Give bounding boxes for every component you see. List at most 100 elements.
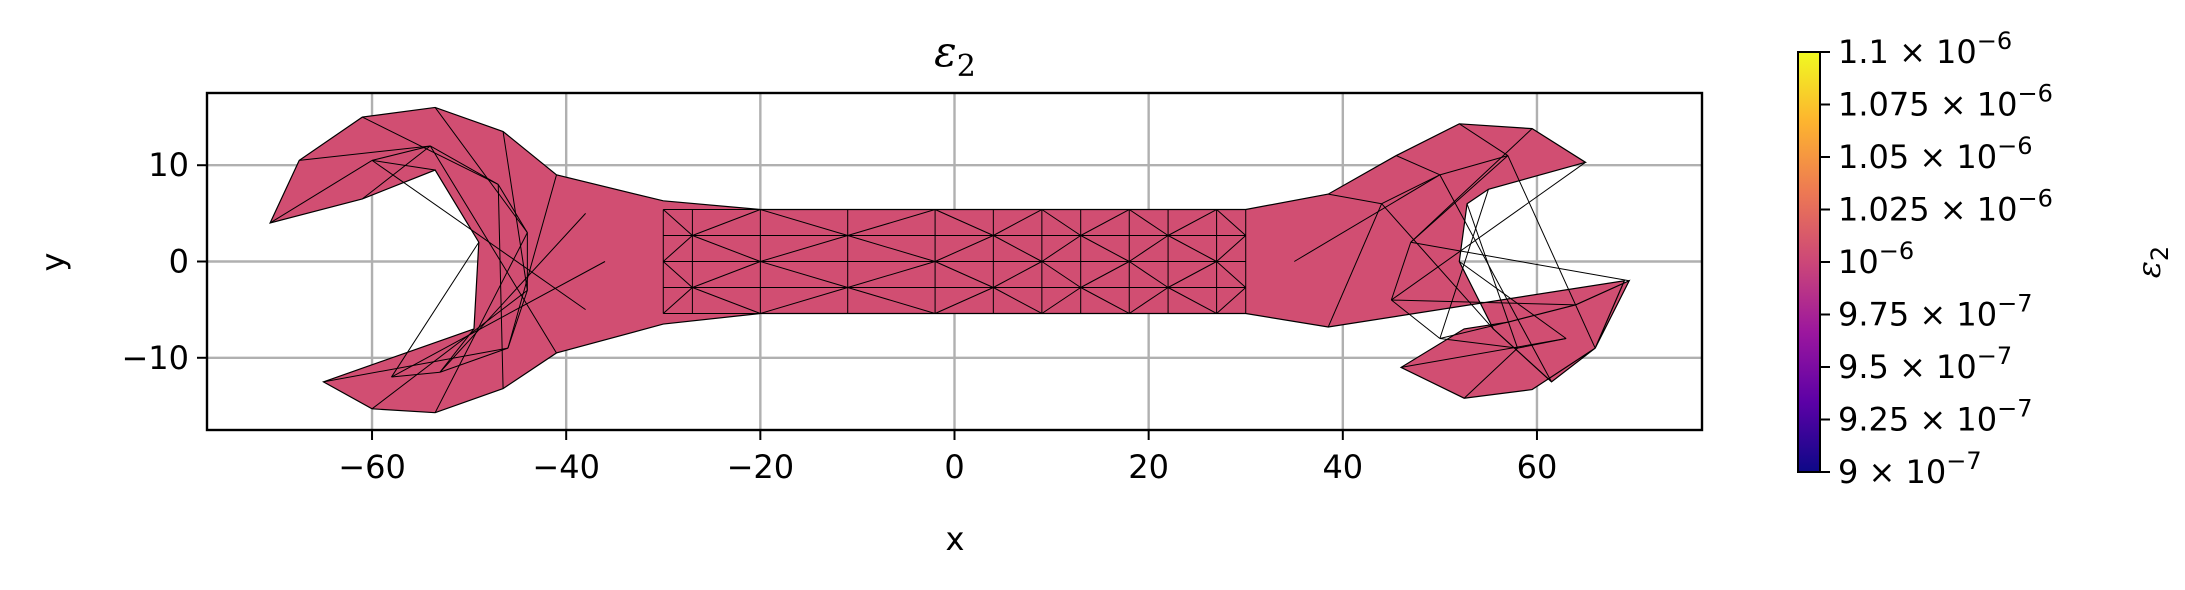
mesh-edge <box>269 159 373 224</box>
colorbar-tick-label: 9.5 × 10−7 <box>1838 342 2012 386</box>
mesh-edge <box>847 261 936 288</box>
mesh-edge <box>1517 338 1567 349</box>
mesh-edge <box>1381 203 1494 330</box>
mesh-edge <box>1167 209 1217 236</box>
mesh-edge <box>502 131 528 291</box>
mesh-edge <box>934 209 994 236</box>
mesh-edge <box>847 209 936 236</box>
mesh-edge <box>1391 299 1576 306</box>
mesh-edge <box>1216 287 1247 314</box>
chart-title-main: ε <box>934 27 957 76</box>
mesh-edge <box>507 174 557 349</box>
mesh-edge <box>323 347 509 383</box>
mesh-edge <box>439 213 586 373</box>
mesh-edge <box>439 347 509 373</box>
mesh-edge <box>1167 235 1217 262</box>
x-tick-label: −20 <box>727 448 795 486</box>
mesh-edge <box>299 145 431 161</box>
mesh-edge <box>1167 287 1217 314</box>
colorbar-bar <box>1797 51 1821 473</box>
colorbar-tick-label: 10−6 <box>1838 237 1914 281</box>
mesh-edge <box>362 116 499 185</box>
chart-title: ε2 <box>934 27 976 84</box>
mesh-edge <box>1216 235 1247 262</box>
mesh-edge <box>371 289 528 410</box>
x-tick-label: 20 <box>1128 448 1169 486</box>
mesh-edge <box>1216 209 1247 236</box>
x-axis-label: x <box>946 520 965 558</box>
mesh-edge <box>497 184 528 233</box>
mesh-edge <box>662 261 693 288</box>
colorbar-label: ε2 <box>2130 246 2174 278</box>
mesh-edge <box>430 145 499 185</box>
mesh-edge <box>993 287 1043 314</box>
colorbar-ticks: 1.1 × 10−6 1.075 × 10−6 1.05 × 10−6 1.025 ×… <box>1820 27 2053 491</box>
mesh-edge <box>1080 287 1130 314</box>
colorbar-tick-label: 9.25 × 10−7 <box>1838 395 2033 439</box>
colorbar-tick-label: 1.025 × 10−6 <box>1838 185 2053 229</box>
mesh-edge <box>934 235 994 262</box>
y-axis-label: y <box>34 253 72 272</box>
mesh-edge <box>1466 203 1519 349</box>
mesh-edge <box>760 209 848 236</box>
mesh-edge <box>391 371 441 378</box>
x-tick-label: 40 <box>1322 448 1363 486</box>
mesh-edge <box>1390 242 1412 301</box>
mesh-edge <box>434 232 528 413</box>
mesh-edge <box>1041 209 1081 236</box>
mesh-edge <box>1080 209 1130 236</box>
mesh-edge <box>1410 128 1533 243</box>
mesh-edge <box>497 184 504 389</box>
mesh-edge <box>391 261 606 378</box>
mesh-edge <box>692 235 761 262</box>
mesh-edge <box>1459 261 1567 339</box>
mesh-edge <box>434 107 528 233</box>
mesh-edge <box>1439 155 1508 176</box>
mesh-edge <box>1041 235 1081 262</box>
mesh-edge <box>362 145 431 200</box>
mesh-edge <box>1080 261 1130 288</box>
colorbar-tick-label: 9 × 10−7 <box>1838 447 1982 491</box>
mesh-edge <box>662 209 693 236</box>
x-tick-label: 0 <box>944 448 964 486</box>
mesh-edges <box>269 107 1630 413</box>
mesh-edge <box>1463 347 1518 399</box>
mesh-edge <box>1128 209 1169 236</box>
colorbar-tick-label: 9.75 × 10−7 <box>1838 290 2033 334</box>
mesh-edge <box>760 287 848 314</box>
mesh-edge <box>1328 193 1382 205</box>
mesh-edge <box>760 261 848 288</box>
mesh-edge <box>760 235 848 262</box>
mesh-edge <box>662 287 693 314</box>
mesh-edge <box>1080 235 1130 262</box>
mesh-region <box>269 106 1631 414</box>
mesh-edge <box>692 287 761 314</box>
mesh-edge <box>993 209 1043 236</box>
mesh-edge <box>993 261 1043 288</box>
plot-area: −60 −40 −20 0 20 40 60 10 0 −10 <box>121 91 1704 486</box>
colorbar-label-main: ε <box>2130 261 2168 278</box>
mesh-edge <box>1041 261 1081 288</box>
mesh-layer <box>269 106 1631 414</box>
mesh-edge <box>847 235 936 262</box>
mesh-edge <box>371 145 431 161</box>
mesh-edge <box>1439 189 1489 339</box>
mesh-edge <box>1128 261 1169 288</box>
mesh-edge <box>934 261 994 288</box>
chart-title-sub: 2 <box>957 49 976 84</box>
mesh-edge <box>1391 299 1441 339</box>
colorbar-label-sub: 2 <box>2146 246 2174 261</box>
mesh-edge <box>1410 241 1630 282</box>
colorbar-tick-label: 1.05 × 10−6 <box>1838 132 2033 176</box>
mesh-edge <box>1439 321 1508 340</box>
mesh-edge <box>371 159 436 171</box>
mesh-edge <box>934 287 994 314</box>
mesh-edge <box>1381 174 1441 205</box>
mesh-edge <box>1327 203 1383 328</box>
mesh-edge <box>1410 155 1509 243</box>
x-tick-label: 60 <box>1517 448 1558 486</box>
y-tick-label: 0 <box>169 243 189 281</box>
mesh-edge <box>1167 261 1217 288</box>
mesh-edge <box>993 235 1043 262</box>
